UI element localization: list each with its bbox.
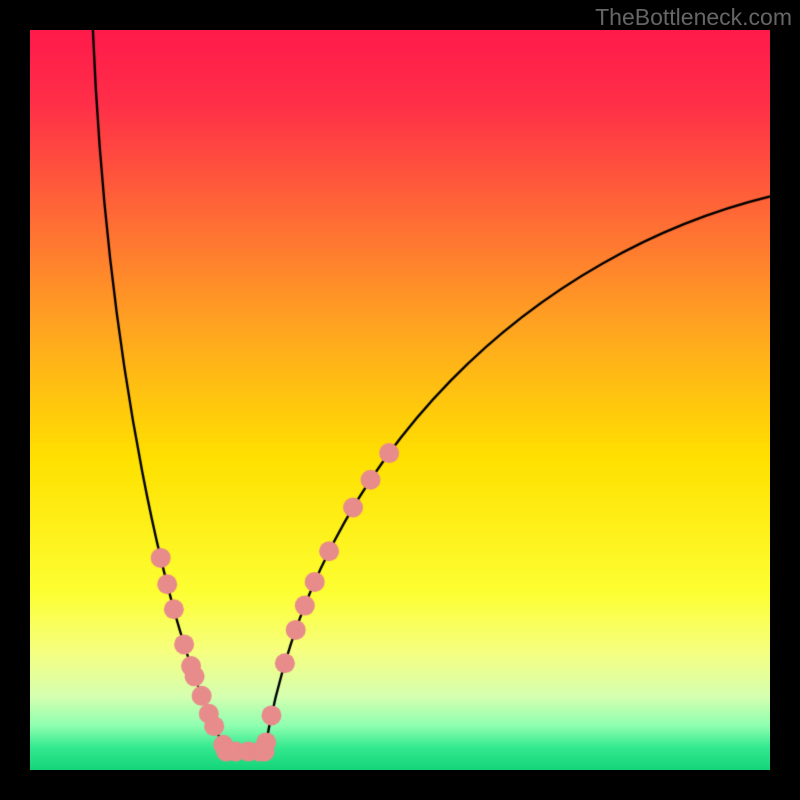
outer-frame: TheBottleneck.com <box>0 0 800 800</box>
bottleneck-curve <box>30 30 770 770</box>
watermark-text: TheBottleneck.com <box>595 4 792 31</box>
plot-area <box>30 30 770 770</box>
